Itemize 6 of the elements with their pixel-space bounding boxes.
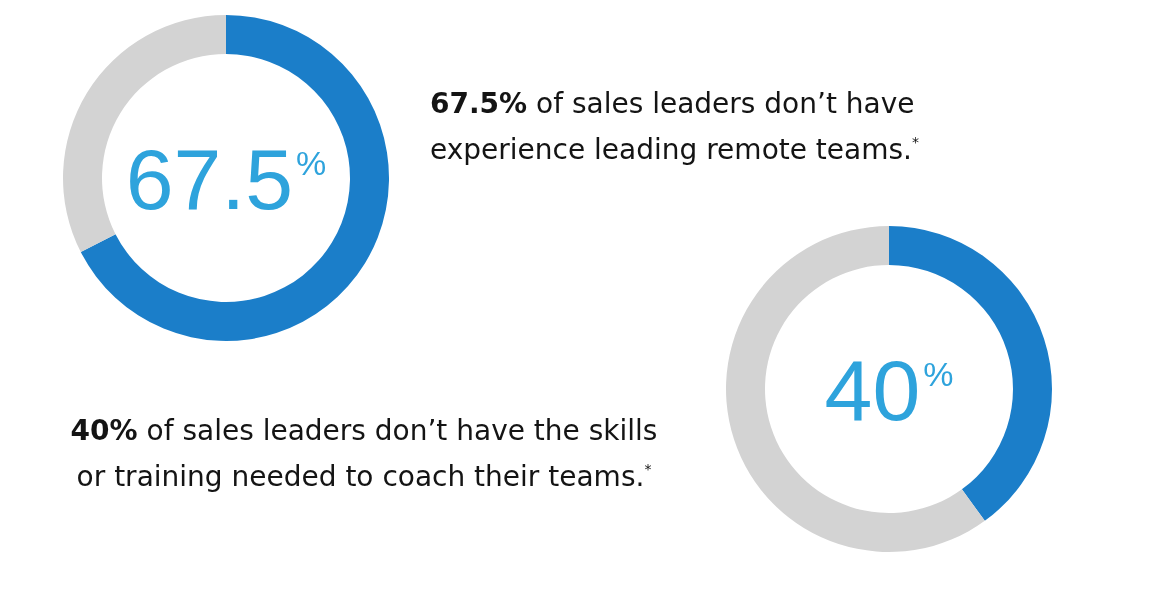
- text: 40% of sales leaders don’t have the skills or training needed to coach their teams.$^{*}$: [69, 413, 659, 495]
- donut-slice: [80, 15, 389, 341]
- donut-slice: [726, 226, 985, 552]
- text: 67.5% of sales leaders don’t have experience leading remote teams.$^{*}$: [430, 86, 920, 168]
- text: 67.5%: [125, 131, 327, 227]
- text: 40%: [824, 342, 954, 438]
